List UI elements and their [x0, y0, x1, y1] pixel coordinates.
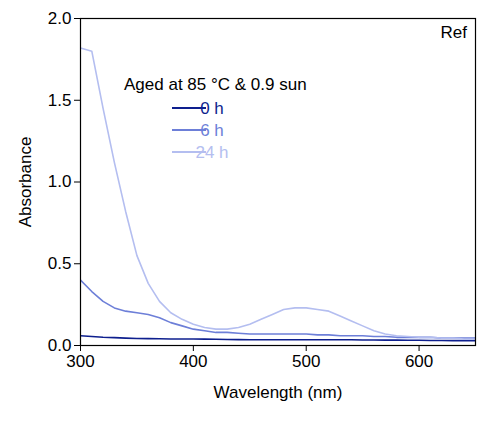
- svg-text:300: 300: [66, 352, 94, 371]
- svg-text:Ref: Ref: [441, 23, 468, 42]
- svg-text:Wavelength (nm): Wavelength (nm): [214, 383, 343, 402]
- svg-text:0 h: 0 h: [200, 99, 224, 118]
- svg-text:1.5: 1.5: [48, 91, 72, 110]
- svg-text:Aged at 85 °C & 0.9 sun: Aged at 85 °C & 0.9 sun: [124, 75, 307, 94]
- svg-text:2.0: 2.0: [48, 9, 72, 28]
- svg-text:0.5: 0.5: [48, 254, 72, 273]
- svg-text:24 h: 24 h: [195, 143, 228, 162]
- svg-text:0.0: 0.0: [47, 335, 72, 355]
- svg-text:Absorbance: Absorbance: [16, 137, 35, 228]
- svg-text:6 h: 6 h: [200, 121, 224, 140]
- svg-text:500: 500: [292, 352, 320, 371]
- svg-text:600: 600: [405, 352, 433, 371]
- svg-text:400: 400: [179, 352, 207, 371]
- svg-text:1.0: 1.0: [48, 172, 72, 191]
